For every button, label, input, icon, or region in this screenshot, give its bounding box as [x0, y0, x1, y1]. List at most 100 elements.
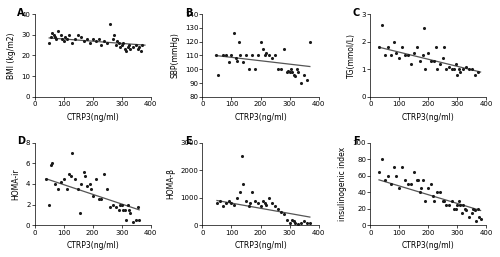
X-axis label: CTRP3(ng/ml): CTRP3(ng/ml)	[66, 241, 119, 250]
Point	[456, 203, 464, 207]
Point	[271, 53, 279, 58]
X-axis label: CTRP3(ng/ml): CTRP3(ng/ml)	[66, 113, 119, 122]
Point	[427, 182, 435, 186]
Point	[124, 203, 132, 207]
Point	[115, 208, 123, 212]
Point	[476, 217, 484, 221]
Point	[246, 201, 254, 205]
Point	[230, 31, 238, 35]
Point	[280, 47, 287, 51]
Point	[119, 208, 127, 212]
Point	[439, 198, 447, 203]
Point	[288, 70, 296, 74]
Point	[100, 172, 108, 176]
Point	[68, 41, 76, 45]
Point	[119, 41, 127, 45]
Point	[245, 204, 253, 208]
Point	[116, 45, 124, 49]
Point	[459, 67, 467, 71]
Point	[46, 35, 54, 39]
Point	[68, 151, 76, 155]
Text: B: B	[185, 7, 192, 17]
Point	[410, 170, 418, 174]
Point	[260, 198, 268, 203]
Point	[134, 205, 141, 209]
Point	[280, 212, 287, 216]
Point	[422, 198, 430, 203]
Point	[103, 187, 111, 191]
Point	[118, 203, 126, 207]
Point	[282, 218, 290, 222]
Point	[261, 53, 269, 58]
Point	[378, 23, 386, 27]
Point	[472, 219, 480, 223]
Y-axis label: HOMA-ir: HOMA-ir	[12, 168, 20, 200]
Point	[450, 67, 458, 71]
Point	[48, 31, 56, 35]
Point	[61, 35, 69, 39]
Point	[74, 33, 82, 37]
Point	[398, 166, 406, 170]
Point	[407, 62, 415, 66]
Point	[471, 208, 479, 213]
Point	[265, 196, 273, 200]
Point	[452, 207, 460, 211]
Point	[109, 37, 117, 41]
Point	[92, 39, 100, 43]
Y-axis label: SBP(mmHg): SBP(mmHg)	[170, 33, 179, 78]
Point	[51, 182, 59, 186]
Point	[254, 53, 262, 58]
Point	[398, 45, 406, 49]
Point	[416, 59, 424, 63]
Point	[459, 203, 467, 207]
Point	[412, 45, 420, 49]
Point	[248, 190, 256, 194]
Point	[124, 45, 132, 49]
Point	[290, 219, 298, 223]
Point	[222, 53, 230, 58]
Point	[92, 177, 100, 181]
Point	[474, 207, 482, 211]
Point	[416, 190, 424, 194]
Point	[106, 22, 114, 26]
X-axis label: CTRP3(ng/ml): CTRP3(ng/ml)	[402, 241, 454, 250]
Point	[440, 198, 448, 203]
Point	[303, 78, 311, 82]
Y-axis label: insulinogenic index: insulinogenic index	[338, 147, 347, 221]
Point	[412, 178, 420, 182]
Point	[300, 73, 308, 77]
Point	[442, 203, 450, 207]
Point	[444, 65, 452, 69]
Point	[66, 172, 74, 176]
Point	[48, 161, 56, 165]
Point	[277, 67, 285, 71]
Point	[271, 204, 279, 208]
Point	[212, 53, 220, 58]
Point	[88, 37, 96, 41]
Point	[407, 182, 415, 186]
Point	[454, 73, 462, 77]
Point	[436, 190, 444, 194]
Point	[290, 73, 298, 77]
Point	[455, 67, 463, 71]
Point	[404, 182, 412, 186]
Point	[454, 203, 462, 207]
Point	[384, 45, 392, 49]
Point	[465, 215, 473, 219]
Point	[430, 198, 438, 203]
Point	[213, 201, 221, 205]
Point	[109, 203, 117, 207]
Point	[236, 53, 244, 58]
Text: A: A	[18, 7, 25, 17]
Point	[450, 207, 458, 211]
Point	[456, 70, 464, 74]
Point	[384, 174, 392, 178]
Point	[414, 178, 422, 182]
Point	[424, 51, 432, 55]
Point	[250, 67, 258, 71]
Point	[76, 211, 84, 215]
Point	[57, 180, 65, 184]
Point	[57, 33, 65, 37]
Point	[219, 53, 227, 58]
Point	[297, 81, 305, 85]
